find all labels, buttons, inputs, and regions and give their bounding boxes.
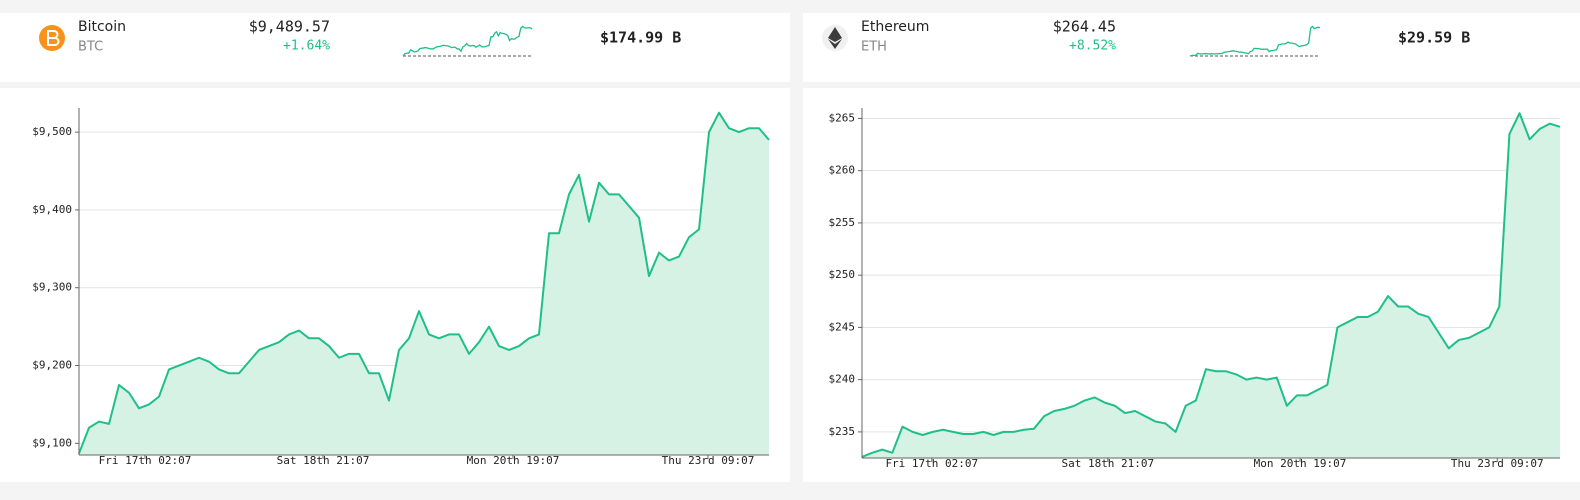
header-card[interactable]	[0, 13, 790, 82]
y-tick-label: $9,400	[32, 203, 72, 216]
y-tick-label: $9,200	[32, 359, 72, 372]
coin-name: Ethereum	[861, 19, 929, 35]
coin-price: $264.45	[1053, 18, 1116, 36]
x-tick-label: Fri 17th 02:07	[99, 454, 192, 467]
y-tick-label: $9,500	[32, 125, 72, 138]
x-tick-label: Thu 23rd 09:07	[662, 454, 755, 467]
x-tick-label: Fri 17th 02:07	[885, 457, 978, 470]
coin-change: +1.64%	[283, 39, 330, 54]
x-tick-label: Mon 20th 19:07	[1254, 457, 1347, 470]
area	[862, 113, 1560, 458]
coin-name: Bitcoin	[78, 19, 126, 35]
y-tick-label: $240	[829, 373, 856, 386]
x-tick-label: Sat 18th 21:07	[277, 454, 370, 467]
y-tick-label: $9,100	[32, 436, 72, 449]
y-tick-label: $265	[829, 111, 856, 124]
coin-glyph	[47, 30, 60, 46]
header-card[interactable]	[803, 13, 1580, 82]
area	[79, 112, 769, 456]
y-tick-label: $235	[829, 425, 856, 438]
coin-symbol: BTC	[78, 40, 103, 55]
x-tick-label: Sat 18th 21:07	[1061, 457, 1154, 470]
coin-price: $9,489.57	[249, 18, 330, 36]
x-tick-label: Mon 20th 19:07	[467, 454, 560, 467]
market-cap: $174.99 B	[600, 29, 681, 47]
x-tick-label: Thu 23rd 09:07	[1451, 457, 1544, 470]
price-line	[861, 112, 1561, 458]
coin-glyph	[828, 27, 842, 49]
coin-symbol: ETH	[861, 40, 887, 55]
y-tick-label: $255	[829, 216, 856, 229]
y-tick-label: $260	[829, 164, 856, 177]
price-line	[78, 111, 770, 454]
y-tick-label: $245	[829, 320, 856, 333]
market-cap: $29.59 B	[1398, 29, 1470, 47]
y-tick-label: $9,300	[32, 281, 72, 294]
y-tick-label: $250	[829, 268, 856, 281]
sparkline	[1189, 25, 1321, 57]
sparkline	[402, 25, 533, 57]
coin-change: +8.52%	[1069, 39, 1116, 54]
